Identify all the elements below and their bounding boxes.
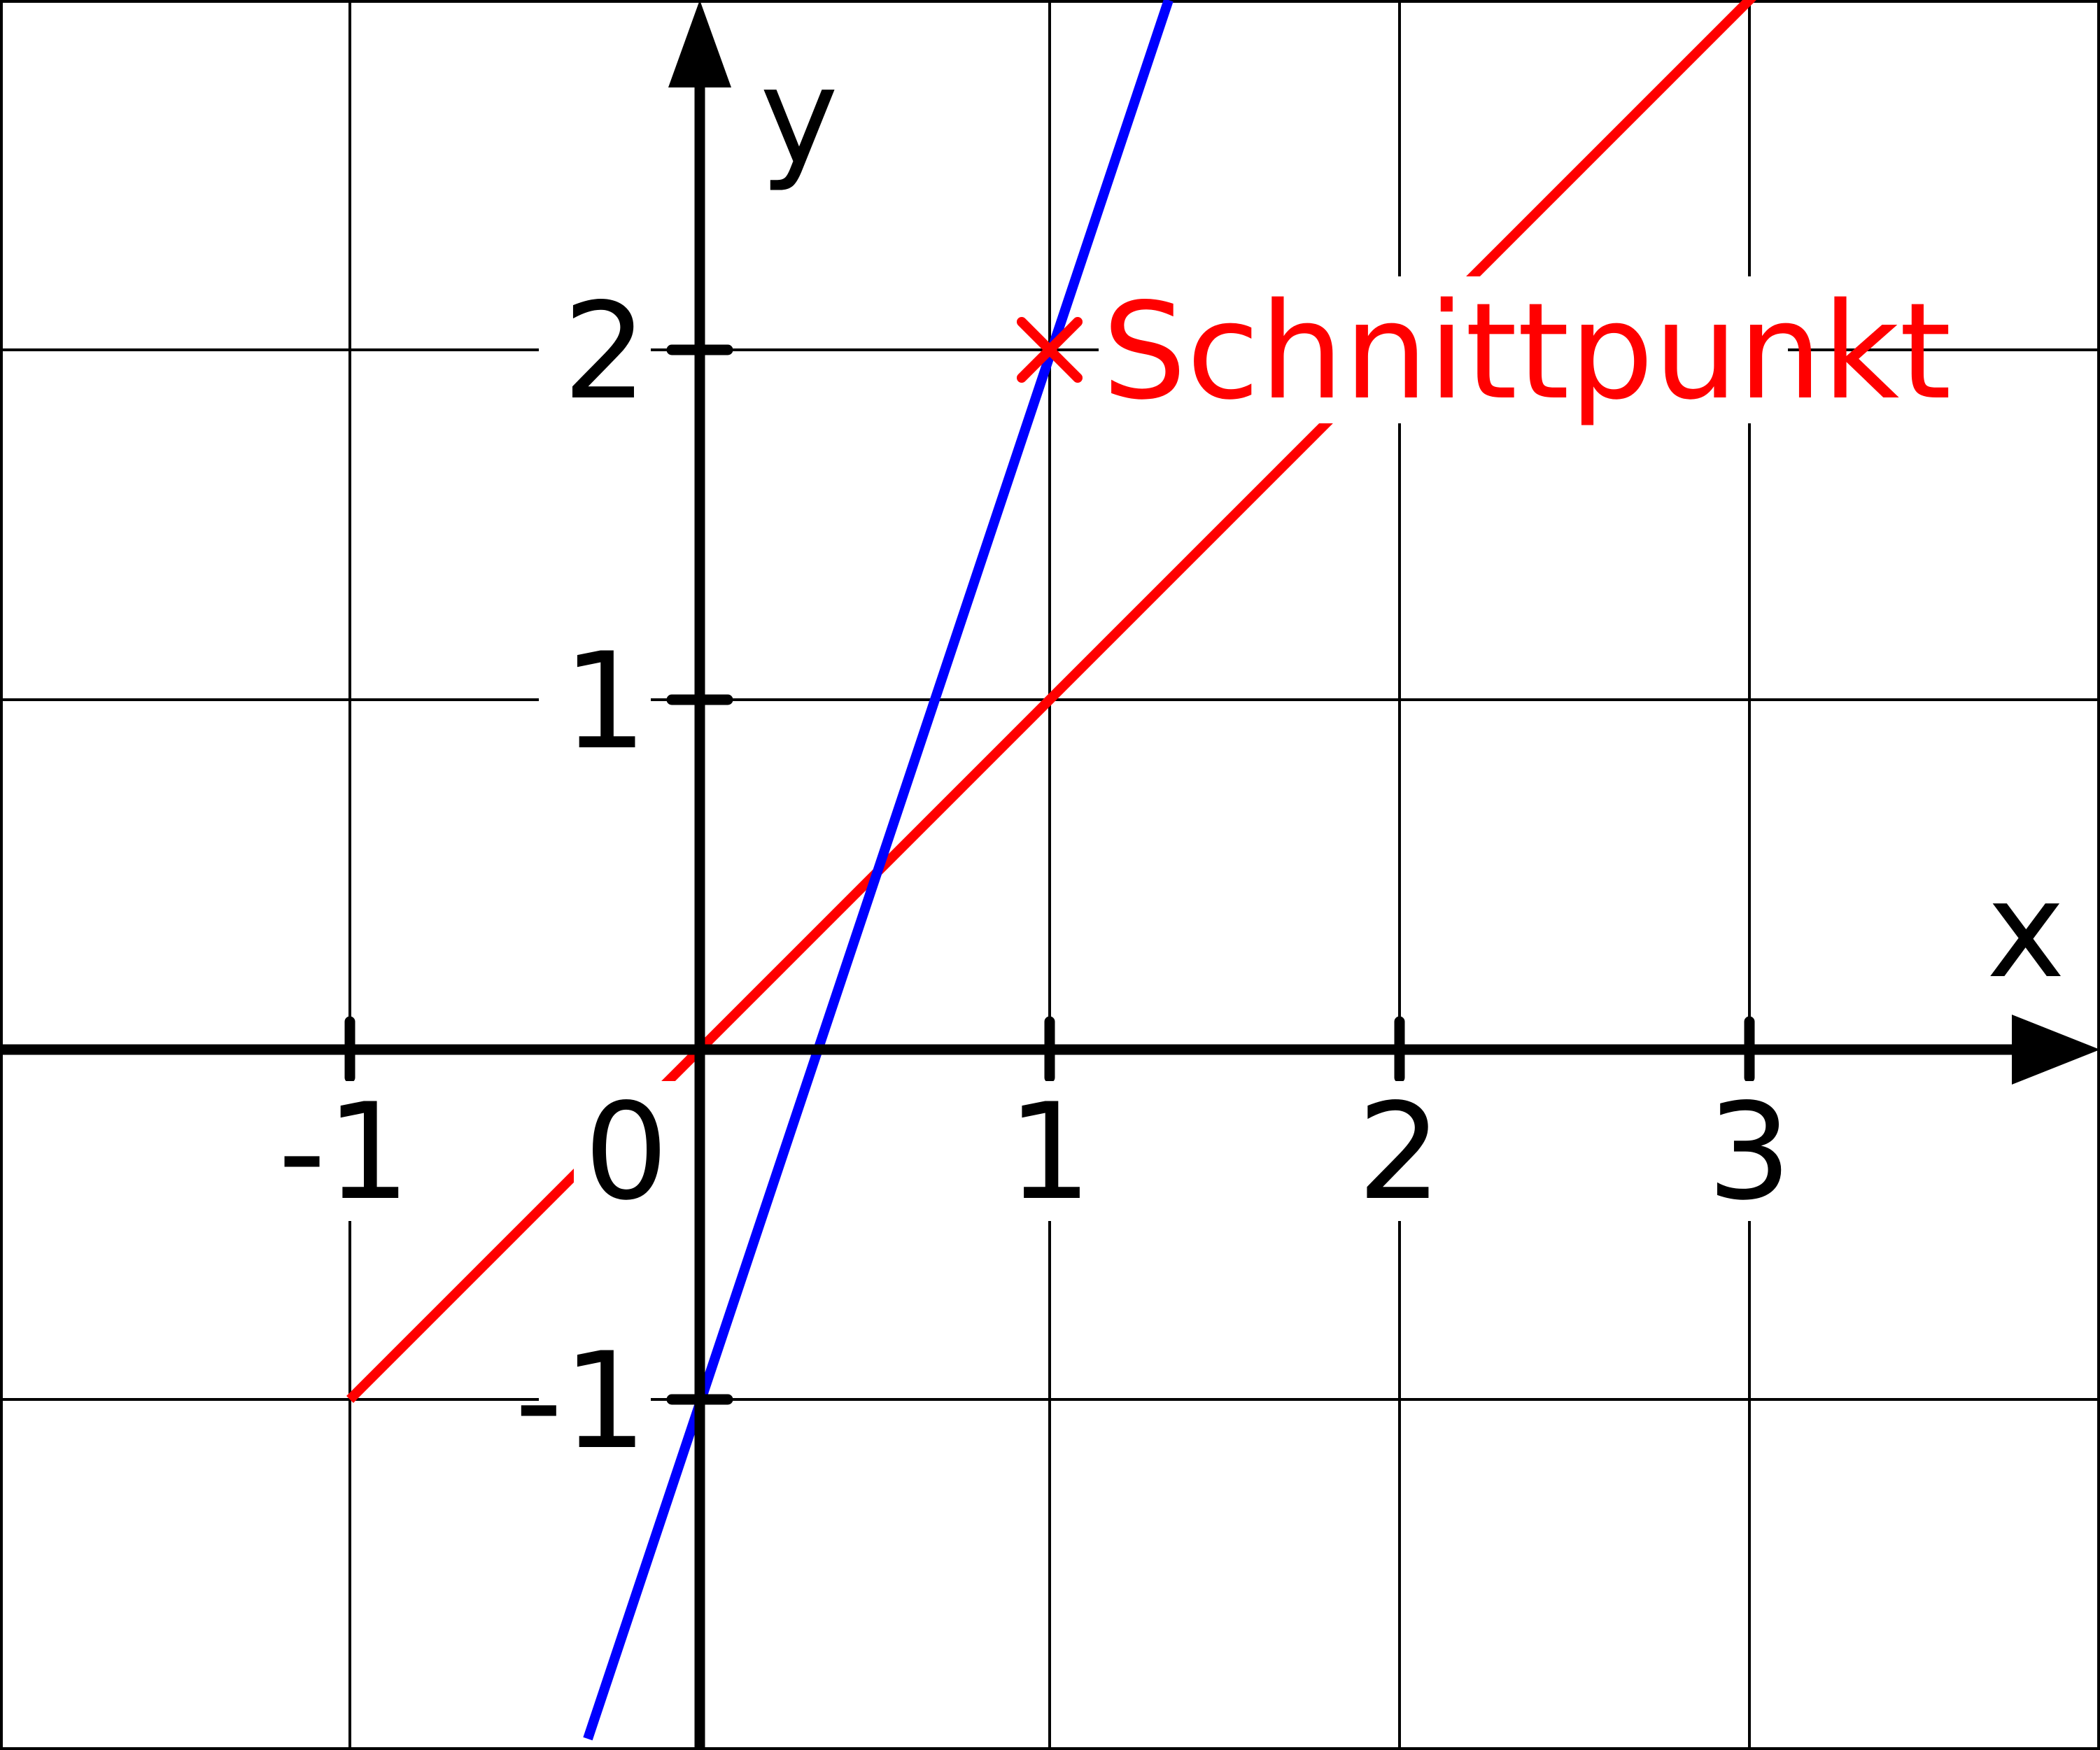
y-tick-label: 1 — [563, 624, 647, 779]
origin-label-bg — [574, 1081, 686, 1221]
annotation-label-bg — [1099, 276, 1788, 423]
y-axis-arrow-icon — [668, 0, 731, 87]
intersection-label: Schnittpunkt — [1102, 274, 1952, 429]
x-tick-label-bg — [1672, 1081, 1826, 1221]
y-tick-label: -1 — [515, 1324, 647, 1479]
y-tick-label: 2 — [563, 274, 647, 429]
y-tick-label-bg — [539, 619, 651, 759]
x-tick-label: 2 — [1358, 1075, 1442, 1229]
y-tick-label-bg — [539, 269, 651, 409]
x-tick-label-bg — [973, 1081, 1127, 1221]
x-axis-label: x — [1987, 853, 2065, 1008]
annotations: Schnittpunkt — [1017, 274, 1952, 429]
x-tick-label: 3 — [1707, 1075, 1792, 1229]
origin-label: 0 — [584, 1075, 669, 1229]
x-tick-label: -1 — [278, 1075, 410, 1229]
ticks — [344, 344, 1755, 1405]
intersection-cross-icon — [1017, 317, 1083, 383]
x-axis-arrow-icon — [2012, 1015, 2100, 1085]
x-tick-label-bg — [1323, 1081, 1477, 1221]
x-tick-label: 1 — [1008, 1075, 1092, 1229]
series-line-2 — [583, 0, 1174, 1741]
y-tick-label-bg — [539, 1319, 651, 1459]
y-axis-label: y — [760, 39, 838, 194]
x-tick-label-bg — [267, 1081, 421, 1221]
labels: -1 1 2 3 -1 1 2 0 x y — [267, 39, 2065, 1479]
